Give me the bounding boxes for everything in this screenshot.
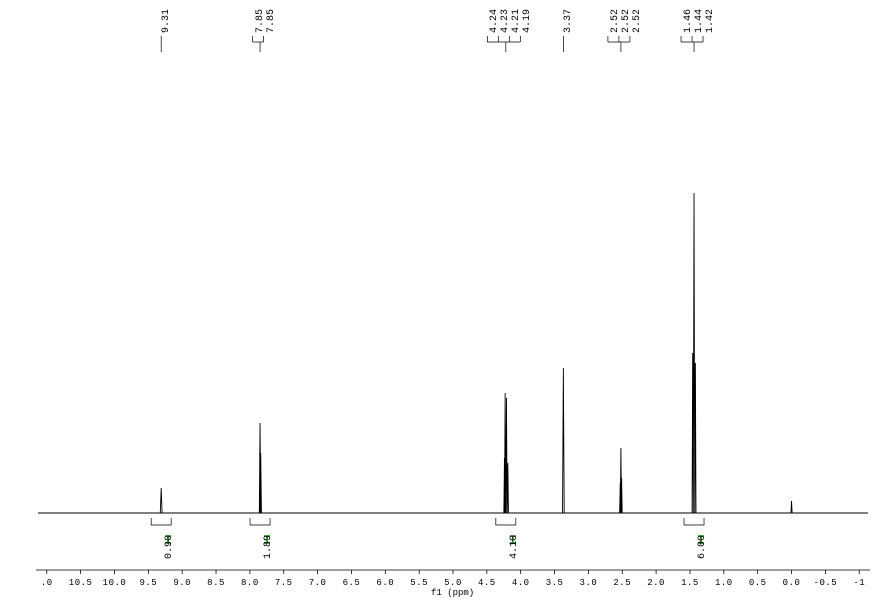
integral-label: 0.90 bbox=[164, 535, 175, 559]
peak-label: 4.19 bbox=[522, 9, 533, 33]
axis-tick-label: 7.0 bbox=[309, 578, 327, 588]
nmr-spectrum-container: .0 10.5 10.0 9.5 9.0 8.5 8.0 7.5 7.0 6.5 6.0 5.5 5.0… bbox=[0, 0, 881, 605]
axis-tick-label: 5.0 bbox=[444, 578, 462, 588]
axis-tick-label: 3.0 bbox=[580, 578, 598, 588]
axis-tick-label: 0.5 bbox=[749, 578, 767, 588]
axis-tick-label: -1 bbox=[853, 578, 865, 588]
peak-label: 9.31 bbox=[161, 9, 172, 33]
axis-tick-label: 6.5 bbox=[343, 578, 361, 588]
axis-tick-label: 6.0 bbox=[376, 578, 394, 588]
peak-label: 4.24 bbox=[489, 9, 500, 33]
peak-label: 1.44 bbox=[694, 9, 705, 33]
axis-tick-label: 1.0 bbox=[715, 578, 733, 588]
peak-label: 4.21 bbox=[511, 9, 522, 33]
axis-tick-label: 8.5 bbox=[207, 578, 225, 588]
peak-label: 4.23 bbox=[500, 9, 511, 33]
axis-tick-label: -0.5 bbox=[814, 578, 838, 588]
peak-label: 7.85 bbox=[266, 9, 277, 33]
peak-label: 2.52 bbox=[632, 9, 643, 33]
axis-tick-label: 3.5 bbox=[546, 578, 564, 588]
axis-tick-label: 1.5 bbox=[681, 578, 699, 588]
peak-label: 3.37 bbox=[563, 9, 574, 33]
integral-label: 4.10 bbox=[509, 535, 520, 559]
axis-tick-label: 2.5 bbox=[613, 578, 631, 588]
axis-tick-label: 8.0 bbox=[241, 578, 259, 588]
axis-tick-label: 4.0 bbox=[512, 578, 530, 588]
peak-label: 7.85 bbox=[255, 9, 266, 33]
axis-tick-label: 0.0 bbox=[783, 578, 801, 588]
peak-label: 1.42 bbox=[705, 9, 716, 33]
peak-label: 2.52 bbox=[621, 9, 632, 33]
axis-tick-label: 10.0 bbox=[103, 578, 127, 588]
nmr-spectrum-svg bbox=[0, 0, 881, 605]
x-axis-title: f1 (ppm) bbox=[431, 588, 474, 598]
peak-label: 2.52 bbox=[610, 9, 621, 33]
axis-tick-label: 9.0 bbox=[173, 578, 191, 588]
integral-label: 1.89 bbox=[263, 535, 274, 559]
axis-tick-label: .0 bbox=[41, 578, 53, 588]
axis-tick-label: 5.5 bbox=[410, 578, 428, 588]
axis-tick-label: 4.5 bbox=[478, 578, 496, 588]
axis-tick-label: 10.5 bbox=[69, 578, 93, 588]
axis-tick-label: 2.0 bbox=[647, 578, 665, 588]
axis-tick-label: 7.5 bbox=[275, 578, 293, 588]
axis-tick-label: 9.5 bbox=[139, 578, 157, 588]
peak-label: 1.46 bbox=[683, 9, 694, 33]
integral-label: 6.00 bbox=[697, 535, 708, 559]
